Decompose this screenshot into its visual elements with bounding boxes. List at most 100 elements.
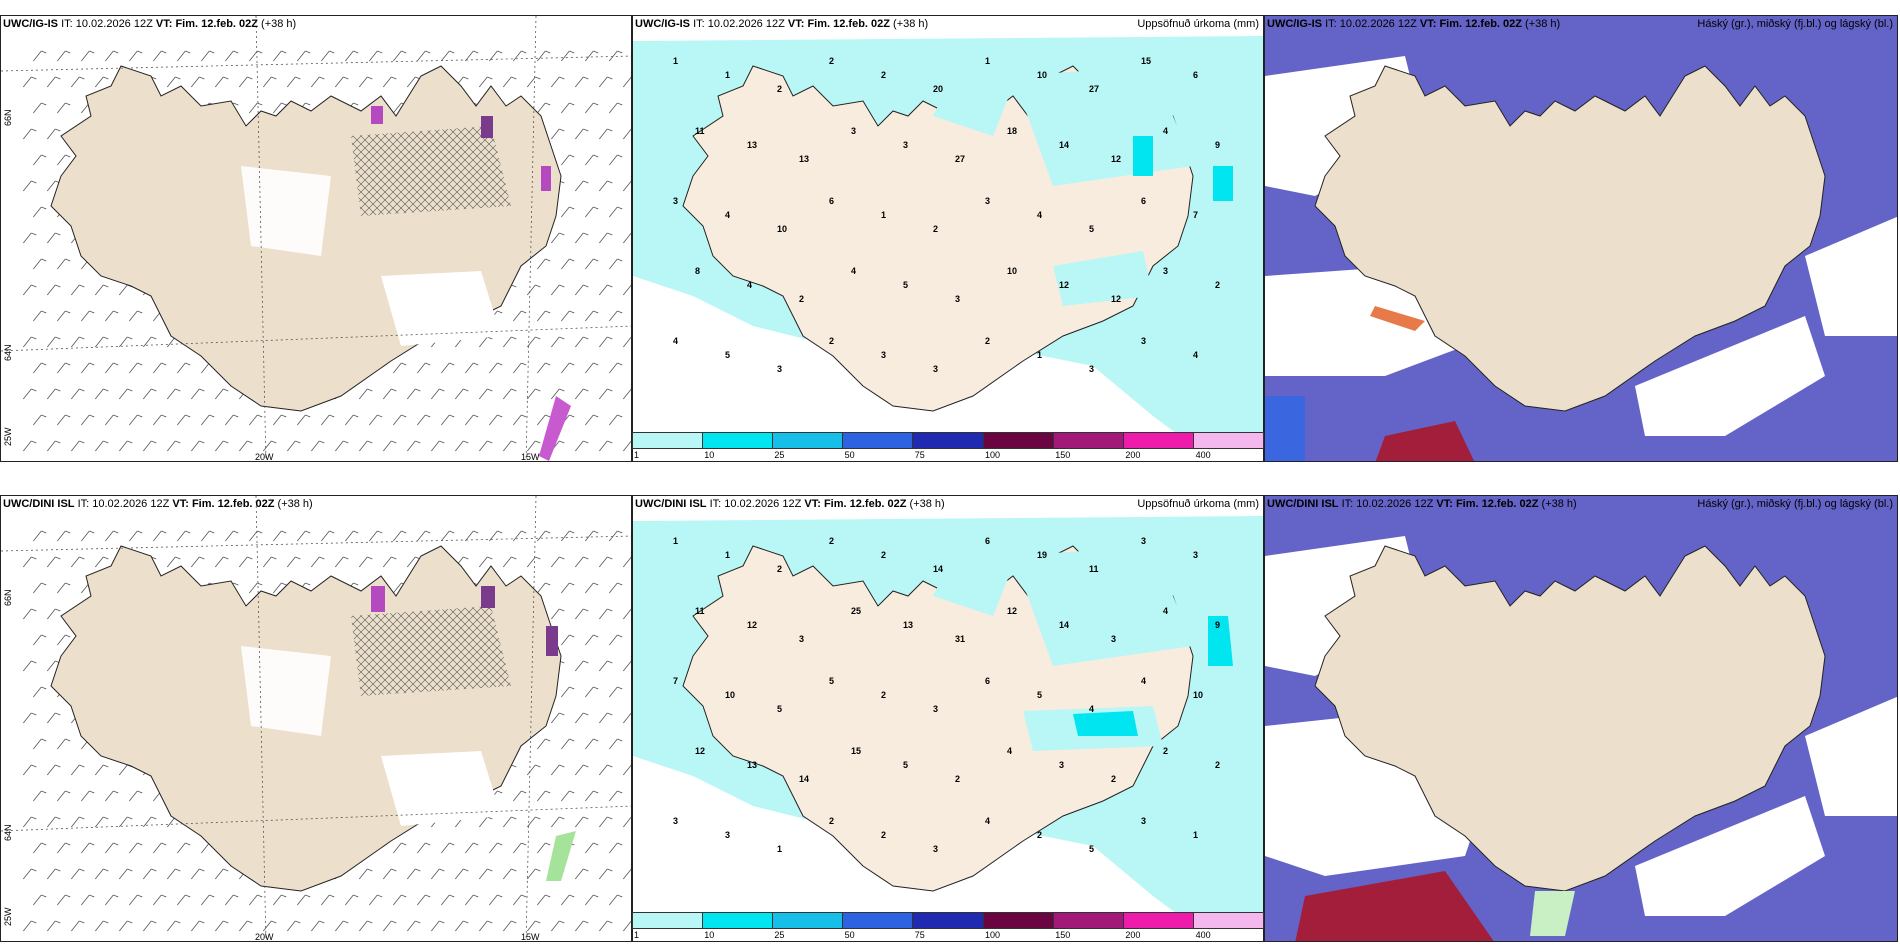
colorbar-swatch [773, 913, 844, 928]
precip-value-label: 15 [1141, 56, 1152, 66]
precip-value-label: 2 [933, 224, 939, 234]
precip-patch [371, 106, 383, 124]
precip-value-label: 5 [725, 350, 731, 360]
colorbar-tick-label: 75 [914, 930, 925, 940]
precip-value-label: 6 [985, 676, 991, 686]
precip-field-title: Uppsöfnuð úrkoma (mm) [1137, 498, 1259, 510]
precip-value-label: 3 [985, 196, 991, 206]
precip-value-label: 20 [933, 84, 944, 94]
lat-label: 64N [3, 344, 13, 361]
iceland-land [1314, 545, 1826, 892]
colorbar-tick-label: 400 [1195, 450, 1211, 460]
precip-map-row1 [633, 36, 1263, 446]
mid-cloud-area [1265, 396, 1305, 461]
precip-value-label: 4 [1163, 126, 1169, 136]
wind-map-row1 [1, 16, 631, 461]
precip-value-label: 14 [799, 774, 810, 784]
precip-value-label: 2 [881, 830, 887, 840]
colorbar-tick-label: 10 [704, 450, 715, 460]
precip-value-label: 2 [881, 70, 887, 80]
precip-value-label: 4 [1089, 704, 1095, 714]
precip-value-label: 13 [747, 760, 758, 770]
lat-label: 64N [3, 824, 13, 841]
precip-value-label: 2 [1215, 280, 1221, 290]
colorbar-tick-label: 75 [914, 450, 925, 460]
precip-value-label: 3 [1141, 336, 1147, 346]
precip-value-label: 10 [725, 690, 736, 700]
precip-colorbar-row2 [632, 912, 1264, 929]
precip-value-label: 5 [829, 676, 835, 686]
high-cloud-area [1375, 421, 1475, 461]
precip-value-label: 5 [903, 280, 909, 290]
precip-value-label: 7 [673, 676, 679, 686]
colorbar-tick-label: 150 [1055, 930, 1071, 940]
precip-value-label: 27 [1089, 84, 1100, 94]
cloud-map-row2 [1265, 536, 1897, 941]
precip-value-label: 1 [673, 536, 679, 546]
precip-value-label: 3 [1193, 550, 1199, 560]
precip-patch [546, 831, 576, 881]
precip-value-label: 2 [799, 294, 805, 304]
precip-value-label: 1 [777, 844, 783, 854]
glacier-area [381, 271, 501, 346]
precip-value-label: 3 [673, 196, 679, 206]
precip-value-label: 10 [1037, 70, 1048, 80]
precip-value-label: 4 [1007, 746, 1013, 756]
precip-value-label: 15 [851, 746, 862, 756]
precip-title-row2: UWC/DINI ISL IT: 10.02.2026 12Z VT: Fim.… [635, 498, 945, 510]
precip-value-label: 3 [725, 830, 731, 840]
precip-value-label: 2 [881, 550, 887, 560]
precip-value-label: 13 [799, 154, 810, 164]
cloud-title-row1: UWC/IG-IS IT: 10.02.2026 12Z VT: Fim. 12… [1267, 18, 1561, 30]
precip-value-label: 3 [933, 704, 939, 714]
colorbar-tick-label: 50 [844, 930, 855, 940]
precip-value-label: 8 [695, 266, 701, 276]
precip-value-label: 13 [747, 140, 758, 150]
precip-value-label: 3 [851, 126, 857, 136]
wind-title-row2: UWC/DINI ISL IT: 10.02.2026 12Z VT: Fim.… [3, 498, 313, 510]
precip-value-label: 2 [829, 336, 835, 346]
precip-value-label: 12 [747, 620, 758, 630]
precip-value-label: 4 [985, 816, 991, 826]
precip-value-label: 2 [985, 336, 991, 346]
high-cloud-area [1295, 871, 1494, 941]
colorbar-swatch [633, 433, 704, 448]
precip-area [1208, 616, 1233, 666]
precip-value-label: 2 [1037, 830, 1043, 840]
precip-hatch [351, 606, 511, 696]
precip-value-label: 1 [673, 56, 679, 66]
glacier-area [381, 751, 501, 826]
glacier-area [241, 166, 331, 256]
clear-sky-area [1635, 796, 1825, 916]
cloud-field-title: Háský (gr.), miðský (fj.bl.) og lágský (… [1697, 18, 1893, 30]
precip-value-label: 4 [1037, 210, 1043, 220]
colorbar-swatch [1193, 433, 1263, 448]
precip-value-label: 12 [1111, 154, 1122, 164]
colorbar-tick-label: 1 [634, 450, 640, 460]
cloud-field-title: Háský (gr.), miðský (fj.bl.) og lágský (… [1697, 498, 1893, 510]
precip-value-label: 3 [777, 364, 783, 374]
precip-value-label: 6 [829, 196, 835, 206]
lat-label: 25W [3, 427, 13, 446]
lon-label: 15W [521, 452, 540, 462]
precip-area [1213, 166, 1233, 201]
colorbar-swatch [633, 913, 704, 928]
precip-value-label: 1 [881, 210, 887, 220]
colorbar-swatch [913, 433, 984, 448]
precip-value-label: 3 [1141, 536, 1147, 546]
precip-area [1073, 711, 1138, 736]
precip-title-row1: UWC/IG-IS IT: 10.02.2026 12Z VT: Fim. 12… [635, 18, 929, 30]
precip-value-label: 1 [725, 550, 731, 560]
precip-value-label: 2 [1111, 774, 1117, 784]
precip-value-label: 2 [1215, 760, 1221, 770]
precip-value-label: 3 [903, 140, 909, 150]
precip-value-label: 5 [777, 704, 783, 714]
precip-patch [539, 396, 571, 461]
precip-value-label: 1 [1193, 830, 1199, 840]
colorbar-swatch [913, 913, 984, 928]
clear-sky-area [1805, 696, 1897, 816]
precip-value-label: 5 [903, 760, 909, 770]
precip-value-label: 10 [1193, 690, 1204, 700]
cloud-panel-row1: UWC/IG-IS IT: 10.02.2026 12Z VT: Fim. 12… [1264, 15, 1898, 462]
precip-value-label: 12 [695, 746, 706, 756]
